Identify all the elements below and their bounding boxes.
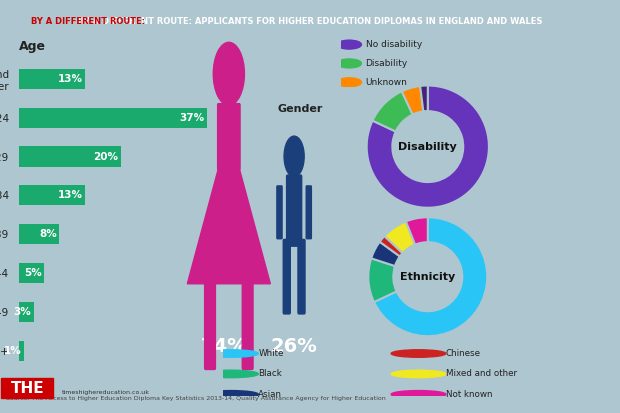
Text: 5%: 5% xyxy=(24,268,42,278)
Text: Chinese: Chinese xyxy=(446,349,481,358)
Text: Disability: Disability xyxy=(366,59,408,68)
Text: Asian: Asian xyxy=(259,390,282,399)
Wedge shape xyxy=(371,242,400,266)
Circle shape xyxy=(203,370,259,377)
Wedge shape xyxy=(379,236,402,256)
Wedge shape xyxy=(384,221,415,253)
Bar xyxy=(19,147,120,166)
Circle shape xyxy=(337,78,361,87)
Text: 37%: 37% xyxy=(180,113,205,123)
Circle shape xyxy=(337,59,361,68)
Bar xyxy=(19,69,85,89)
Bar xyxy=(19,185,85,205)
Text: 3%: 3% xyxy=(14,307,32,317)
Wedge shape xyxy=(402,86,423,114)
Wedge shape xyxy=(368,259,397,302)
Text: Black: Black xyxy=(259,370,282,378)
Wedge shape xyxy=(373,91,413,131)
FancyBboxPatch shape xyxy=(306,186,311,239)
Circle shape xyxy=(391,370,446,377)
Circle shape xyxy=(337,40,361,49)
Circle shape xyxy=(203,350,259,357)
FancyBboxPatch shape xyxy=(277,186,282,239)
Bar xyxy=(19,108,207,128)
FancyBboxPatch shape xyxy=(218,104,240,170)
Text: 13%: 13% xyxy=(57,74,82,84)
Wedge shape xyxy=(374,217,487,336)
FancyBboxPatch shape xyxy=(298,240,305,314)
Text: Source: The Access to Higher Education Diploma Key Statistics 2013-14, Quality A: Source: The Access to Higher Education D… xyxy=(6,396,386,401)
Text: White: White xyxy=(259,349,284,358)
Text: 20%: 20% xyxy=(93,152,118,161)
Text: No disability: No disability xyxy=(366,40,422,49)
Text: Mixed and other: Mixed and other xyxy=(446,370,517,378)
Text: THE: THE xyxy=(11,381,44,396)
Text: timeshighereducation.co.uk: timeshighereducation.co.uk xyxy=(61,390,149,395)
Wedge shape xyxy=(406,217,428,244)
FancyBboxPatch shape xyxy=(242,277,253,370)
Text: 8%: 8% xyxy=(39,229,57,239)
Bar xyxy=(19,302,34,322)
FancyBboxPatch shape xyxy=(286,175,302,246)
Circle shape xyxy=(391,391,446,398)
Circle shape xyxy=(284,136,304,177)
Wedge shape xyxy=(420,85,428,112)
Text: Ethnicity: Ethnicity xyxy=(400,272,456,282)
Text: 13%: 13% xyxy=(57,190,82,200)
FancyBboxPatch shape xyxy=(1,377,53,398)
Bar xyxy=(19,340,24,361)
Text: 1%: 1% xyxy=(3,346,21,356)
Text: Disability: Disability xyxy=(399,142,457,152)
Circle shape xyxy=(391,350,446,357)
Text: Gender: Gender xyxy=(277,104,323,114)
FancyBboxPatch shape xyxy=(205,277,215,370)
Text: BY A DIFFERENT ROUTE: APPLICANTS FOR HIGHER EDUCATION DIPLOMAS IN ENGLAND AND WA: BY A DIFFERENT ROUTE: APPLICANTS FOR HIG… xyxy=(78,17,542,26)
Bar xyxy=(19,224,60,244)
Polygon shape xyxy=(187,169,270,284)
Bar xyxy=(19,263,44,283)
Text: Unknown: Unknown xyxy=(366,78,407,87)
Text: 26%: 26% xyxy=(271,337,317,356)
Text: Age: Age xyxy=(19,40,46,52)
Text: 74%: 74% xyxy=(200,337,247,356)
Wedge shape xyxy=(366,85,489,208)
FancyBboxPatch shape xyxy=(283,240,290,314)
Circle shape xyxy=(213,42,244,105)
Text: BY A DIFFERENT ROUTE:: BY A DIFFERENT ROUTE: xyxy=(31,17,145,26)
Circle shape xyxy=(203,391,259,398)
Text: Not known: Not known xyxy=(446,390,492,399)
